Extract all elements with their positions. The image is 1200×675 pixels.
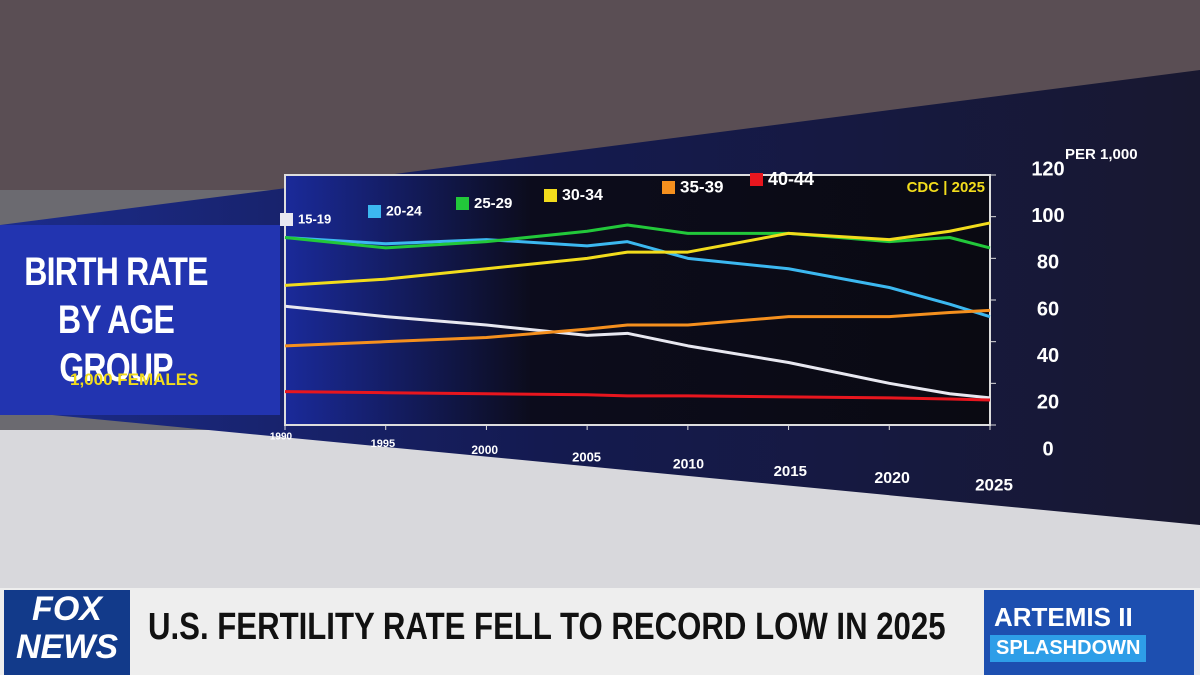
x-tick-label: 2020 — [874, 470, 910, 487]
series-line — [284, 221, 991, 287]
side-banner: ARTEMIS II SPLASHDOWN — [984, 590, 1194, 675]
title-panel — [0, 225, 280, 415]
x-tick-label: 1990 — [270, 432, 293, 443]
legend-swatch — [544, 189, 557, 202]
x-tick-label: 1995 — [371, 438, 395, 450]
y-tick-label: 0 — [1042, 438, 1053, 460]
chart-title: BIRTH RATE BY AGE GROUP — [24, 250, 208, 390]
logo: FOX NEWS — [4, 590, 130, 675]
legend-label: 35-39 — [680, 177, 723, 196]
series-line — [284, 223, 991, 250]
legend-swatch — [368, 205, 381, 218]
series-line — [284, 304, 991, 400]
logo-bottom: NEWS — [16, 628, 118, 666]
y-tick-label: 20 — [1037, 392, 1059, 414]
y-tick-label: 100 — [1031, 205, 1064, 227]
logo-top: FOX — [32, 590, 102, 628]
legend-label: 15-19 — [298, 211, 331, 226]
legend-label: 40-44 — [768, 169, 814, 189]
y-tick-label: 80 — [1037, 252, 1059, 274]
source: CDC | 2025 — [907, 179, 985, 196]
legend-label: 30-34 — [562, 187, 603, 204]
legend-label: 25-29 — [474, 195, 512, 212]
chart-subtitle: 1,000 FEMALES — [70, 370, 199, 389]
side-bottom: SPLASHDOWN — [990, 635, 1147, 662]
x-tick-label: 2000 — [471, 443, 498, 457]
headline: U.S. FERTILITY RATE FELL TO RECORD LOW I… — [148, 606, 946, 648]
side-top: ARTEMIS II — [994, 602, 1133, 632]
series-line — [284, 308, 991, 348]
x-tick-label: 2005 — [572, 449, 601, 464]
y-tick-label: 120 — [1031, 158, 1064, 180]
legend-swatch — [662, 181, 675, 194]
series-line — [284, 390, 991, 402]
legend-swatch — [280, 213, 293, 226]
legend-label: 20-24 — [386, 203, 422, 219]
x-tick-label: 2015 — [774, 463, 807, 480]
y-tick-label: 60 — [1037, 298, 1059, 320]
y-axis-label: PER 1,000 — [1065, 146, 1138, 163]
series-line — [284, 236, 991, 319]
x-tick-label: 2010 — [673, 456, 704, 472]
y-tick-label: 40 — [1037, 345, 1059, 367]
x-tick-label: 2025 — [975, 475, 1013, 494]
legend-swatch — [456, 197, 469, 210]
legend-swatch — [750, 173, 763, 186]
